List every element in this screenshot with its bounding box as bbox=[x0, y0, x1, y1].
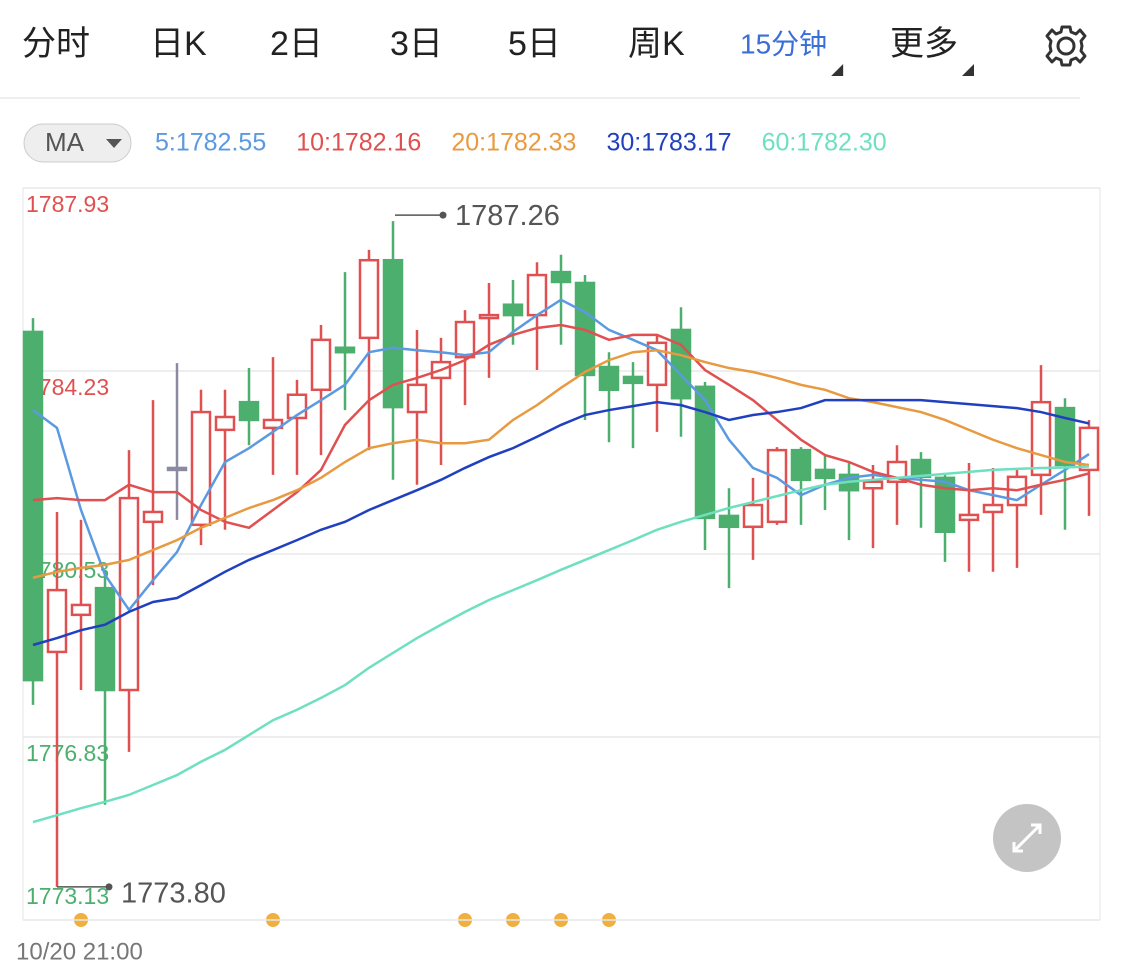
ma-legend: 10:1782.16 bbox=[296, 129, 421, 157]
settings-icon[interactable] bbox=[1045, 25, 1087, 67]
candle-body bbox=[478, 313, 500, 320]
ma-line bbox=[32, 348, 1090, 579]
candle-body bbox=[310, 338, 332, 392]
ma-dropdown[interactable] bbox=[23, 123, 132, 163]
candle-body bbox=[742, 503, 764, 529]
max-label: 1787.26 bbox=[455, 200, 560, 232]
candle-body bbox=[382, 258, 404, 409]
candle-body bbox=[358, 258, 380, 340]
candle-body bbox=[1078, 426, 1100, 472]
candle-body bbox=[694, 385, 716, 520]
candle-body bbox=[118, 496, 140, 692]
candle-body bbox=[790, 448, 812, 482]
tab[interactable]: 2日 bbox=[270, 25, 323, 63]
candle-body bbox=[502, 303, 524, 317]
candle-body bbox=[214, 415, 236, 432]
candle-body bbox=[958, 513, 980, 522]
expand-button[interactable] bbox=[993, 804, 1061, 872]
ma-line bbox=[32, 465, 1090, 824]
candle-body bbox=[862, 480, 884, 490]
tab-dropdown-arrow bbox=[962, 64, 974, 76]
candle-body bbox=[1054, 406, 1076, 467]
dropdown-arrow bbox=[106, 139, 122, 148]
candle-body bbox=[334, 346, 356, 354]
ma-line bbox=[32, 298, 1090, 612]
candle-body bbox=[718, 514, 740, 529]
max-dot bbox=[439, 211, 447, 219]
y-tick-label: 1787.93 bbox=[26, 191, 109, 217]
gear-hub bbox=[1056, 36, 1076, 56]
indicator: MA bbox=[45, 127, 85, 157]
candle-body bbox=[70, 603, 92, 617]
tab[interactable]: 3日 bbox=[390, 25, 443, 63]
ma-legend: 5:1782.55 bbox=[155, 129, 266, 157]
y-tick-label: 1776.83 bbox=[26, 740, 109, 766]
gear-rim bbox=[1045, 25, 1087, 67]
tab[interactable]: 分时 bbox=[22, 25, 90, 63]
ma-line bbox=[32, 323, 1090, 530]
tab[interactable]: 15分钟 bbox=[740, 28, 827, 59]
candle-body bbox=[454, 320, 476, 359]
candle-body bbox=[598, 365, 620, 392]
candle-body bbox=[262, 418, 284, 430]
candle-body bbox=[406, 383, 428, 414]
expand-arrows bbox=[1012, 823, 1042, 853]
candle-body bbox=[814, 468, 836, 480]
candle-body bbox=[190, 410, 212, 527]
tab-dropdown-arrow bbox=[831, 64, 844, 76]
ma-legend: 60:1782.30 bbox=[762, 129, 887, 157]
min-label: 1773.80 bbox=[121, 878, 226, 910]
tab[interactable]: 周K bbox=[628, 25, 685, 63]
tab[interactable]: 更多 bbox=[890, 25, 958, 63]
candle-body bbox=[982, 503, 1004, 514]
candle-body bbox=[766, 448, 788, 524]
candle-body bbox=[238, 400, 260, 422]
ma-legend: 30:1783.17 bbox=[606, 129, 731, 157]
candle-body bbox=[142, 510, 164, 524]
candle-body bbox=[934, 476, 956, 533]
tab[interactable]: 5日 bbox=[508, 25, 561, 63]
min-dot bbox=[105, 883, 113, 891]
date-label: 10/20 21:00 bbox=[16, 938, 143, 965]
candle-body bbox=[94, 586, 116, 692]
ma-legend: 20:1782.33 bbox=[451, 129, 576, 157]
ma-line bbox=[32, 398, 1090, 647]
candle-body bbox=[166, 466, 188, 472]
candle-body bbox=[22, 330, 44, 682]
candle-body bbox=[526, 273, 548, 317]
candle-body bbox=[670, 328, 692, 400]
candle-body bbox=[46, 588, 68, 654]
candle-body bbox=[550, 270, 572, 284]
candle-body bbox=[622, 375, 644, 385]
tab[interactable]: 日K bbox=[150, 25, 207, 63]
